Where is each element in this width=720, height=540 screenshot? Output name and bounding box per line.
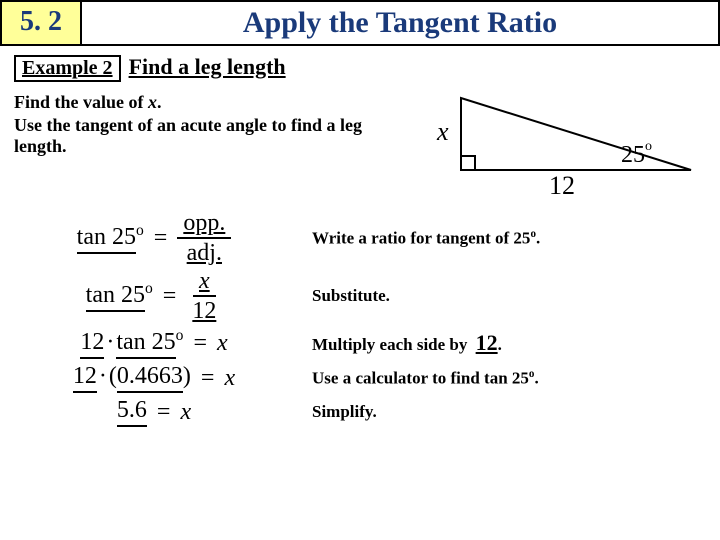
tri-x-label: x [436, 117, 449, 146]
prompt-a: Find the value of [14, 92, 148, 112]
s3-desc-a: Multiply each side by [312, 335, 472, 354]
s3-pre: 12 [80, 329, 104, 359]
prompt-c: . [157, 92, 162, 112]
s2-desc: Substitute. [294, 286, 706, 306]
s5-rhs: x [180, 399, 191, 426]
triangle-figure: x 25 o 12 [421, 88, 706, 203]
s3-deg: o [176, 327, 184, 344]
s1-eq: = [154, 225, 168, 252]
s3-eq: = [193, 330, 207, 357]
problem-text: Find the value of x. Use the tangent of … [14, 88, 411, 203]
s1-lhs: tan 25 [77, 224, 136, 254]
s4-rhs: x [224, 365, 235, 392]
s2-eq: = [163, 283, 177, 310]
s2-den: 12 [186, 297, 222, 323]
s3-mid: tan 25 [116, 329, 175, 359]
s4-val: 0.4663 [117, 363, 183, 393]
s1-num: opp. [177, 211, 231, 239]
s2-lhs: tan 25 [86, 282, 145, 312]
s4-pl: ( [109, 363, 117, 389]
s4-pr: ) [183, 363, 191, 389]
tri-angle: 25 [621, 142, 645, 168]
s3-dot: · [104, 329, 116, 355]
example-label: Example 2 [14, 55, 121, 82]
page-title: Apply the Tangent Ratio [82, 2, 718, 44]
s1-den: adj. [181, 239, 228, 265]
s5-eq: = [157, 399, 171, 426]
s4-pre: 12 [73, 363, 97, 393]
s1-desc-b: . [536, 228, 540, 247]
step-4: 12·(0.4663) = x Use a calculator to find… [14, 363, 706, 393]
s5-lhs: 5.6 [117, 397, 147, 427]
s3-desc-b: . [498, 335, 502, 354]
tri-deg: o [645, 139, 652, 154]
s4-desc-b: . [534, 368, 538, 387]
step-3: 12·tan 25o = x Multiply each side by 12. [14, 327, 706, 359]
prompt-line2: Use the tangent of an acute angle to fin… [14, 115, 411, 157]
s3-blank: 12 [476, 330, 498, 356]
s2-num: x [193, 269, 216, 297]
s5-desc: Simplify. [294, 402, 706, 422]
s3-rhs: x [217, 330, 228, 357]
example-header: Example 2 Find a leg length [14, 54, 706, 82]
step-5: 5.6 = x Simplify. [14, 397, 706, 427]
s4-eq: = [201, 365, 215, 392]
solution-steps: tan 25o = opp.adj. Write a ratio for tan… [14, 211, 706, 427]
problem-row: Find the value of x. Use the tangent of … [14, 88, 706, 203]
section-number: 5. 2 [2, 2, 82, 44]
s4-dot: · [97, 363, 109, 389]
header: 5. 2 Apply the Tangent Ratio [0, 0, 720, 46]
s4-desc-a: Use a calculator to find tan 25 [312, 368, 529, 387]
example-title: Find a leg length [129, 54, 286, 80]
content: Example 2 Find a leg length Find the val… [0, 46, 720, 439]
step-1: tan 25o = opp.adj. Write a ratio for tan… [14, 211, 706, 265]
tri-base: 12 [549, 171, 575, 198]
step-2: tan 25o = x12 Substitute. [14, 269, 706, 323]
prompt-x: x [148, 92, 157, 112]
s2-deg: o [145, 280, 153, 297]
s1-deg: o [136, 222, 144, 239]
s1-desc-a: Write a ratio for tangent of 25 [312, 228, 530, 247]
